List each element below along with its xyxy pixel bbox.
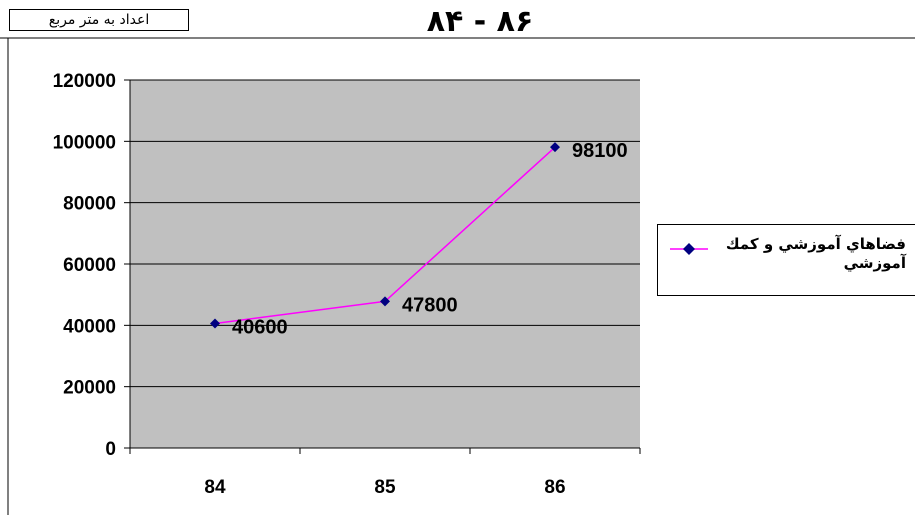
data-point-marker <box>210 318 220 329</box>
y-tick-label: 80000 <box>63 194 116 215</box>
y-tick-label: 120000 <box>53 71 116 92</box>
legend: فضاهاي آموزشي و كمك آموزشي <box>657 224 915 296</box>
y-tick-label: 0 <box>105 439 116 460</box>
legend-series-label: فضاهاي آموزشي و كمك آموزشي <box>725 235 906 272</box>
x-tick-label: 84 <box>204 477 226 498</box>
y-tick-label: 20000 <box>63 378 116 399</box>
data-point-marker <box>550 142 560 153</box>
y-tick-label: 100000 <box>53 132 116 153</box>
data-value-label: 47800 <box>402 294 458 316</box>
unit-label: اعداد به متر مربع <box>9 9 189 31</box>
data-value-label: 98100 <box>572 140 628 162</box>
y-tick-label: 60000 <box>63 255 116 276</box>
data-labels: 40600 47800 98100 <box>232 140 628 338</box>
y-axis-ticks: 0 20000 40000 60000 80000 100000 120000 <box>53 71 130 460</box>
x-axis-ticks: 84 85 86 <box>129 448 641 498</box>
data-value-label: 40600 <box>232 316 288 338</box>
y-tick-label: 40000 <box>63 316 116 337</box>
series-layer <box>210 142 560 329</box>
x-tick-label: 86 <box>544 477 565 498</box>
legend-series-marker-icon <box>670 243 708 255</box>
chart-title: ۸۴ - ۸۶ <box>426 4 534 39</box>
data-point-marker <box>380 296 390 307</box>
x-tick-label: 85 <box>374 477 396 498</box>
